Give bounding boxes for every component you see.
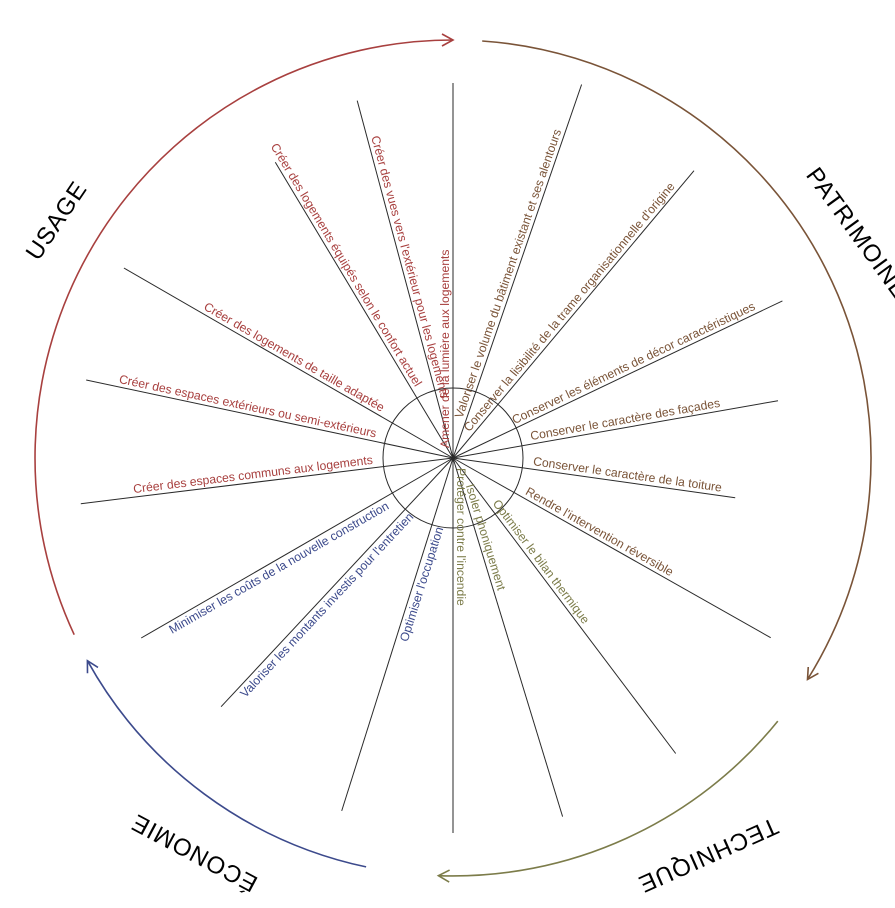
criteria-labels: Amener de la lumière aux logements Créer …: [118, 127, 757, 700]
criterion-spoke: [140, 457, 454, 639]
criterion-spoke: [452, 457, 771, 639]
criterion-label: Conserver le caractère de la toiture: [532, 454, 723, 494]
criterion-spoke: [452, 84, 583, 459]
criterion-spoke: [452, 300, 783, 459]
criterion-spoke: [452, 457, 677, 754]
category-title-patrimoine: PATRIMOINE: [800, 163, 895, 305]
patrimoine-arc: [482, 40, 872, 681]
economie-arc: [86, 659, 367, 868]
criterion-label: Créer des espaces communs aux logements: [132, 453, 373, 496]
criterion-spoke: [274, 162, 454, 459]
technique-arc: [436, 720, 779, 883]
criterion-spoke: [452, 400, 779, 459]
criterion-spoke: [123, 267, 454, 459]
category-title-economie: ÉCONOMIE: [127, 808, 262, 897]
category-title-usage: USAGE: [21, 176, 93, 265]
criterion-spoke: [86, 379, 454, 459]
criterion-spoke: [356, 100, 454, 459]
criterion-spoke: [80, 457, 454, 505]
usage-arc: [34, 33, 455, 636]
category-arcs: [34, 33, 872, 883]
criterion-spoke: [220, 457, 454, 708]
criterion-spoke: [452, 170, 695, 459]
category-title-technique: TECHNIQUE: [634, 812, 782, 898]
criterion-spoke: [452, 457, 736, 499]
criterion-label: Optimiser l'occupation: [397, 525, 446, 643]
criteria-spokes: [80, 83, 783, 833]
criterion-label: Protéger contre l'incendie: [454, 468, 468, 606]
criterion-spoke: [452, 457, 564, 817]
criterion-spoke: [341, 457, 454, 812]
criterion-label: Amener de la lumière aux logements: [438, 250, 452, 449]
